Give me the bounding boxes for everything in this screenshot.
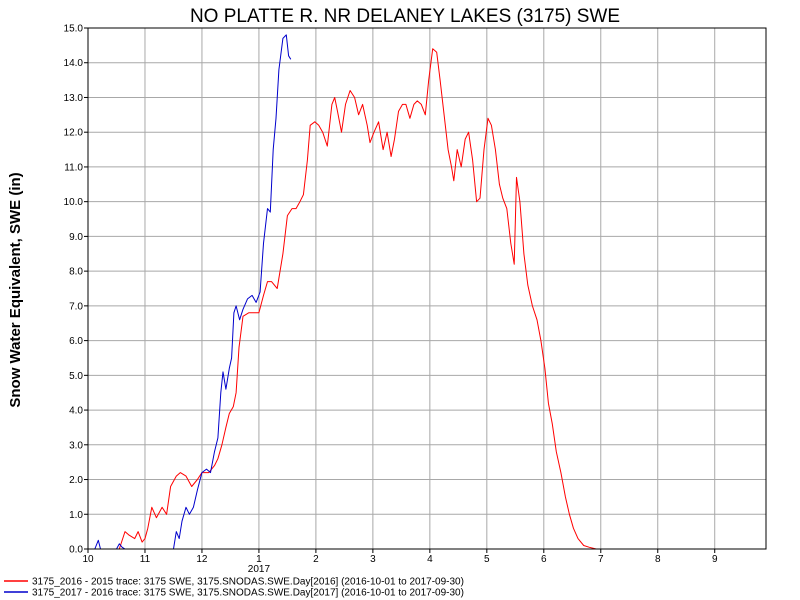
y-tick-label: 10.0 — [64, 197, 84, 208]
legend-entry: 3175_2017 - 2016 trace: 3175 SWE, 3175.S… — [32, 588, 464, 599]
x-tick-label: 10 — [82, 554, 94, 565]
x-tick-label: 9 — [712, 554, 718, 565]
y-tick-label: 11.0 — [64, 162, 83, 173]
x-tick-label: 8 — [655, 554, 661, 565]
series-line-2 — [88, 34, 292, 549]
gridlines — [87, 27, 766, 550]
y-tick-label: 5.0 — [69, 371, 83, 382]
y-tick-label: 14.0 — [64, 58, 84, 69]
y-tick-label: 0.0 — [69, 545, 83, 556]
y-tick-label: 12.0 — [64, 128, 84, 139]
x-tick-label: 1 — [256, 554, 262, 565]
y-tick-label: 4.0 — [69, 406, 83, 417]
y-tick-label: 9.0 — [69, 232, 83, 243]
x-tick-label: 6 — [541, 554, 547, 565]
x-tick-label: 7 — [598, 554, 604, 565]
year-label: 2017 — [248, 564, 271, 575]
y-tick-label: 3.0 — [69, 440, 83, 451]
x-tick-label: 12 — [196, 554, 208, 565]
x-tick-labels: 10 11 12 1 2 3 4 5 6 7 8 9 — [82, 549, 718, 565]
x-tick-label: 11 — [140, 554, 151, 565]
y-tick-labels: 0.0 1.0 2.0 3.0 4.0 5.0 6.0 7.0 8.0 9.0 10.0 11.0 12… — [64, 24, 88, 556]
y-tick-label: 13.0 — [64, 93, 84, 104]
legend-entry: 3175_2016 - 2015 trace: 3175 SWE, 3175.S… — [32, 577, 464, 588]
y-tick-label: 15.0 — [64, 24, 84, 35]
x-tick-label: 5 — [484, 554, 490, 565]
chart-title: NO PLATTE R. NR DELANEY LAKES (3175) SWE — [190, 6, 620, 27]
y-tick-label: 2.0 — [69, 475, 83, 486]
series-lines — [88, 34, 766, 549]
y-tick-label: 6.0 — [69, 336, 83, 347]
series-line-1 — [88, 48, 766, 549]
x-tick-label: 4 — [427, 554, 433, 565]
y-tick-label: 1.0 — [69, 510, 83, 521]
plot-frame — [87, 27, 767, 550]
x-tick-label: 2 — [313, 554, 319, 565]
y-axis-label: Snow Water Equivalent, SWE (in) — [7, 172, 24, 407]
y-tick-label: 7.0 — [69, 301, 83, 312]
legend: 3175_2016 - 2015 trace: 3175 SWE, 3175.S… — [4, 577, 464, 599]
y-tick-label: 8.0 — [69, 267, 83, 278]
x-tick-label: 3 — [370, 554, 376, 565]
